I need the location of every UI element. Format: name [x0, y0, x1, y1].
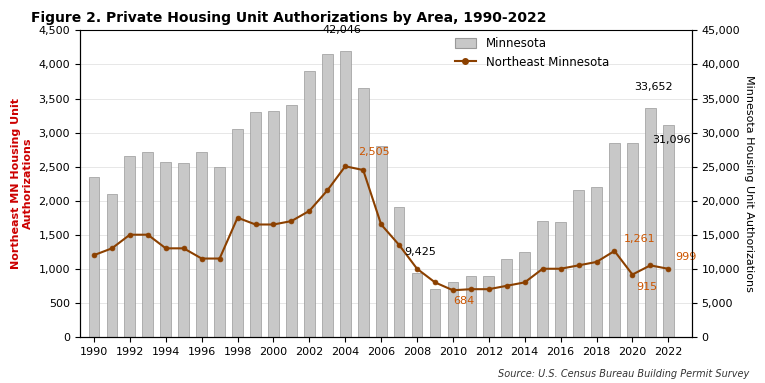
Text: 999: 999 — [675, 252, 697, 262]
Bar — [161, 162, 171, 337]
Text: 2,505: 2,505 — [358, 147, 389, 157]
Bar — [573, 190, 584, 337]
Bar — [394, 208, 405, 337]
Bar — [448, 282, 458, 337]
Bar — [376, 146, 386, 337]
Bar — [609, 143, 620, 337]
Bar — [591, 187, 602, 337]
Bar — [340, 51, 350, 337]
Bar — [466, 275, 477, 337]
Bar — [268, 111, 278, 337]
Text: 9,425: 9,425 — [405, 247, 437, 257]
Bar — [106, 194, 117, 337]
Legend: Minnesota, Northeast Minnesota: Minnesota, Northeast Minnesota — [451, 33, 612, 72]
Y-axis label: Minnesota Housing Unit Authorizations: Minnesota Housing Unit Authorizations — [744, 75, 754, 292]
Bar — [519, 252, 530, 337]
Bar — [627, 143, 638, 337]
Text: 915: 915 — [636, 282, 657, 291]
Bar — [197, 152, 207, 337]
Bar — [412, 273, 422, 337]
Bar — [142, 152, 153, 337]
Bar — [178, 162, 189, 337]
Bar — [501, 259, 513, 337]
Bar — [537, 221, 548, 337]
Y-axis label: Northeast MN Housing Unit
Authorizations: Northeast MN Housing Unit Authorizations — [11, 98, 33, 269]
Bar — [322, 54, 333, 337]
Bar — [430, 289, 441, 337]
Bar — [89, 177, 99, 337]
Bar — [286, 105, 297, 337]
Text: 31,096: 31,096 — [653, 135, 692, 145]
Bar — [555, 222, 566, 337]
Text: 1,261: 1,261 — [623, 234, 655, 244]
Bar — [645, 108, 656, 337]
Bar — [304, 71, 314, 337]
Text: 33,652: 33,652 — [635, 82, 673, 92]
Bar — [214, 167, 225, 337]
Bar — [125, 156, 135, 337]
Bar — [358, 88, 369, 337]
Bar — [232, 129, 243, 337]
Text: Source: U.S. Census Bureau Building Permit Survey: Source: U.S. Census Bureau Building Perm… — [499, 369, 750, 379]
Text: Figure 2. Private Housing Unit Authorizations by Area, 1990-2022: Figure 2. Private Housing Unit Authoriza… — [31, 11, 546, 25]
Bar — [250, 112, 261, 337]
Text: 684: 684 — [453, 296, 474, 306]
Text: 42,046: 42,046 — [322, 25, 361, 35]
Bar — [483, 275, 494, 337]
Bar — [663, 125, 674, 337]
